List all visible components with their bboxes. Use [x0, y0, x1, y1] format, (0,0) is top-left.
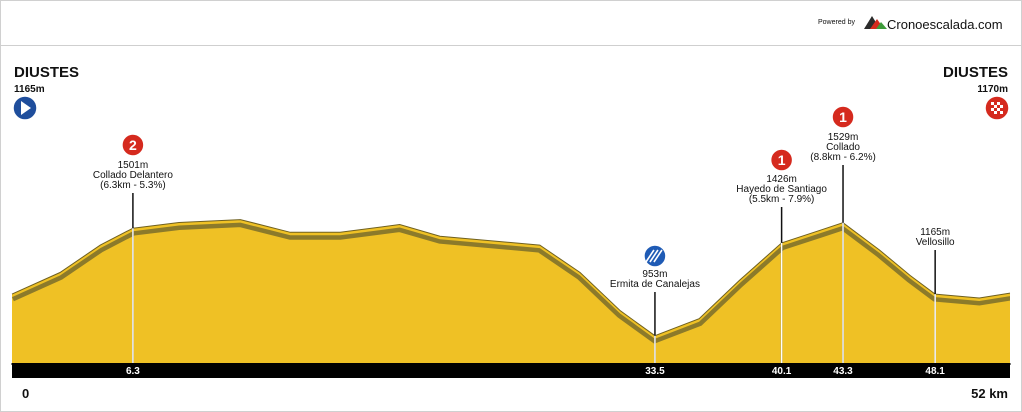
waypoint-badge: 1: [831, 105, 855, 129]
x-axis-bar: [12, 363, 1010, 378]
waypoint-elevation-label: 1426m: [766, 174, 797, 185]
profile-edge: [11, 219, 1011, 337]
badge-icon: [653, 249, 663, 263]
finish-check: [994, 111, 997, 114]
badge-label: 2: [129, 137, 137, 153]
profile-area: [12, 219, 1010, 363]
powered-by: Powered by: [818, 19, 855, 26]
start-icon: [12, 95, 38, 121]
waypoint-name: Hayedo de Santiago: [736, 184, 827, 195]
badge-icon: [649, 249, 659, 263]
brand-logo: [864, 16, 887, 29]
badge-circle: [121, 133, 145, 157]
x-tick-label: 52 km: [971, 386, 1008, 401]
waypoint-name: Collado: [826, 142, 860, 153]
start-elevation: 1165m: [14, 84, 45, 95]
start-arrow: [21, 101, 31, 115]
finish-check: [994, 105, 997, 108]
finish-name: DIUSTES: [943, 64, 1008, 81]
badge-circle: [643, 244, 667, 268]
x-tick-label: 33.5: [645, 366, 665, 377]
finish-icon: [984, 95, 1010, 121]
badge-circle: [769, 148, 794, 172]
badge-icon: [645, 249, 655, 263]
finish-elevation: 1170m: [977, 84, 1008, 95]
finish-check: [997, 102, 1000, 105]
finish-check: [1000, 105, 1003, 108]
x-tick-label: 0: [22, 386, 29, 401]
waypoint-detail: (5.5km - 7.9%): [749, 194, 815, 205]
finish-check: [991, 108, 994, 111]
badge-label: 1: [778, 152, 786, 168]
start-name: DIUSTES: [14, 64, 79, 81]
finish-check: [991, 102, 994, 105]
x-tick-label: 43.3: [833, 366, 853, 377]
waypoint-name: Vellosillo: [916, 237, 955, 248]
x-tick-label: 48.1: [925, 366, 945, 377]
waypoint-badge: 1: [769, 148, 794, 172]
waypoint-badge: [643, 244, 667, 268]
waypoint-elevation-label: 1529m: [828, 132, 859, 143]
waypoint-elevation-label: 953m: [642, 269, 667, 280]
finish-check: [997, 108, 1000, 111]
finish-check: [1000, 111, 1003, 114]
waypoint-name: Collado Delantero: [93, 170, 173, 181]
waypoint-elevation-label: 1165m: [920, 227, 950, 238]
waypoint-detail: (8.8km - 6.2%): [810, 152, 876, 163]
brand: Cronoescalada.com: [887, 17, 1003, 32]
waypoint-elevation-label: 1501m: [118, 160, 149, 171]
waypoint-detail: (6.3km - 5.3%): [100, 180, 166, 191]
x-tick-label: 6.3: [126, 366, 140, 377]
badge-circle: [831, 105, 855, 129]
waypoint-name: Ermita de Canalejas: [610, 279, 700, 290]
badge-label: 1: [839, 109, 847, 125]
x-tick-label: 40.1: [772, 366, 792, 377]
waypoint-badge: 2: [121, 133, 145, 157]
